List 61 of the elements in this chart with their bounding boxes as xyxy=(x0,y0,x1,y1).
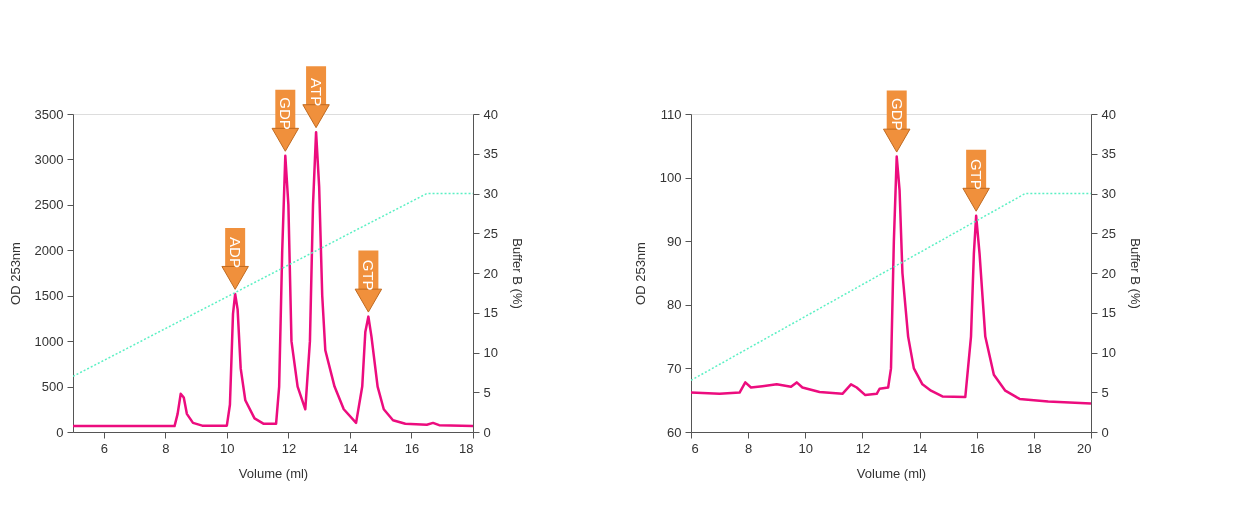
y-tick-label: 60 xyxy=(667,424,682,440)
x-tick-label: 14 xyxy=(343,440,358,456)
y2-tick-label: 5 xyxy=(1101,384,1109,400)
annotation: GDP xyxy=(888,98,906,131)
y2-tick-label: 0 xyxy=(1101,424,1109,440)
x-tick-label: 10 xyxy=(220,440,235,456)
y2-tick-label: 35 xyxy=(1101,146,1116,162)
y-tick-label: 70 xyxy=(667,360,682,376)
y2-tick-label: 30 xyxy=(1101,186,1116,201)
x-tick-label: 6 xyxy=(691,440,699,456)
annotation: GTP xyxy=(968,158,986,190)
x-tick-label: 12 xyxy=(855,440,871,456)
y-tick-label: 0 xyxy=(56,424,64,440)
y2-tick-label: 20 xyxy=(1101,265,1116,281)
x-tick-label: 10 xyxy=(798,440,814,456)
y2-tick-label: 10 xyxy=(483,345,498,360)
y-tick-label: 3000 xyxy=(34,151,64,167)
x-tick-label: 16 xyxy=(969,440,985,456)
y-tick-label: 2000 xyxy=(34,242,64,258)
annotation: ADP xyxy=(227,237,245,268)
x-tick-label: 14 xyxy=(912,440,928,456)
y2-tick-label: 20 xyxy=(483,265,498,281)
x-tick-label: 18 xyxy=(1027,440,1042,456)
y2-tick-label: 40 xyxy=(1101,106,1116,122)
y-tick-label: 1000 xyxy=(34,333,64,349)
y-tick-label: 2500 xyxy=(34,197,64,213)
x-tick-label: 6 xyxy=(100,440,108,456)
y-tick-label: 3500 xyxy=(34,106,64,122)
line-series xyxy=(73,130,473,428)
x-tick-label: 8 xyxy=(745,440,753,456)
y2-tick-label: 10 xyxy=(1101,345,1116,360)
y2-tick-label: 25 xyxy=(483,225,498,241)
y-tick-label: 500 xyxy=(41,379,64,395)
y2-tick-label: 35 xyxy=(483,146,498,162)
y-axis-title: OD 253nm xyxy=(7,242,23,305)
y-tick-label: 110 xyxy=(660,106,682,122)
x-tick-label: 18 xyxy=(459,440,474,456)
x-tick-label: 16 xyxy=(404,440,420,456)
x-axis-title: Volume (ml) xyxy=(238,465,309,481)
y-tick-label: 100 xyxy=(659,170,682,186)
x-tick-label: 8 xyxy=(162,440,170,456)
y-tick-label: 1500 xyxy=(34,288,64,304)
y2-axis-title: Buffer B (%) xyxy=(509,238,525,309)
y2-tick-label: 40 xyxy=(483,106,498,122)
annotation: ATP xyxy=(308,78,326,107)
y2-axis-title: Buffer B (%) xyxy=(1127,238,1143,309)
annotation: GDP xyxy=(277,97,295,130)
annotation: GTP xyxy=(360,259,378,291)
y2-tick-label: 15 xyxy=(483,305,498,321)
y2-tick-label: 15 xyxy=(1101,305,1116,321)
y2-tick-label: 0 xyxy=(483,424,491,440)
y-tick-label: 90 xyxy=(667,233,682,249)
y2-tick-label: 30 xyxy=(483,186,498,201)
line-series xyxy=(691,155,1091,405)
x-axis-title: Volume (ml) xyxy=(856,465,927,481)
x-tick-label: 12 xyxy=(281,440,297,456)
y-axis-title: OD 253nm xyxy=(632,242,648,305)
y-tick-label: 80 xyxy=(667,297,682,313)
y2-tick-label: 25 xyxy=(1101,225,1116,241)
x-tick-label: 20 xyxy=(1077,440,1092,456)
y2-tick-label: 5 xyxy=(483,384,491,400)
